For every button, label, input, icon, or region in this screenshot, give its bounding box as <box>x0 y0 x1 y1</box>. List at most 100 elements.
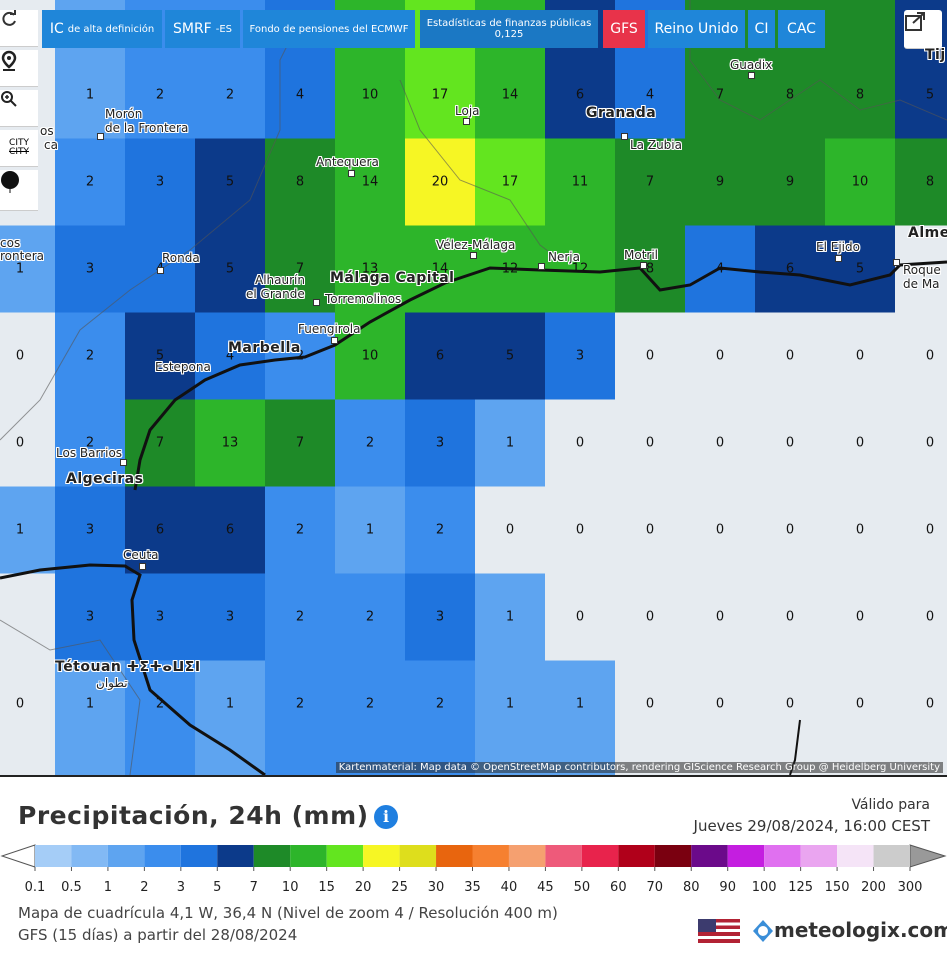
grid-cell <box>125 138 195 226</box>
scale-label: 0.1 <box>25 880 46 895</box>
grid-value: 0 <box>646 697 654 712</box>
share-button[interactable] <box>904 10 942 49</box>
scale-segment <box>399 845 437 867</box>
grid-cell <box>545 660 615 775</box>
grid-value: 8 <box>296 175 304 190</box>
button-label: IC <box>49 21 64 37</box>
toolbar-button[interactable]: Fondo de pensiones del ECMWF <box>243 10 415 48</box>
toolbar-button[interactable]: Estadísticas de finanzas públicas 0,125 <box>420 10 598 48</box>
grid-cell <box>405 660 475 775</box>
grid-cell <box>895 573 947 661</box>
grid-cell <box>55 660 125 775</box>
place-label: de la Frontera <box>105 121 189 135</box>
grid-value: 0 <box>786 523 794 538</box>
grid-value: 10 <box>852 175 869 190</box>
grid-value: 6 <box>786 262 794 277</box>
grid-cell <box>125 660 195 775</box>
grid-cell <box>755 225 825 313</box>
toolbar-button[interactable]: IC de alta definición <box>42 10 162 48</box>
scale-label: 40 <box>501 880 518 895</box>
grid-cell <box>615 660 685 775</box>
grid-value: 2 <box>366 610 374 625</box>
grid-cell <box>615 312 685 400</box>
grid-cell <box>615 399 685 487</box>
grid-cell <box>685 312 755 400</box>
zoom-icon <box>1 91 17 107</box>
grid-cell <box>685 399 755 487</box>
city-toggle[interactable]: CITY CITY <box>0 130 38 167</box>
grid-value: 8 <box>786 88 794 103</box>
grid-cell <box>0 660 55 775</box>
grid-value: 0 <box>926 349 934 364</box>
place-dot <box>640 262 647 269</box>
scale-label: 125 <box>788 880 813 895</box>
grid-value: 0 <box>856 436 864 451</box>
grid-value: 1 <box>506 436 514 451</box>
refresh-button[interactable] <box>0 10 38 47</box>
grid-cell <box>405 399 475 487</box>
dot-icon <box>1 171 19 193</box>
place-label: Ceuta <box>123 548 159 562</box>
location-button[interactable] <box>0 50 38 87</box>
grid-value: 0 <box>856 610 864 625</box>
grid-cell <box>825 138 895 226</box>
toolbar-button[interactable]: CAC <box>778 10 825 48</box>
grid-value: 4 <box>716 262 724 277</box>
grid-value: 0 <box>646 349 654 364</box>
grid-value: 3 <box>86 610 94 625</box>
grid-value: 13 <box>222 436 239 451</box>
grid-cell <box>825 399 895 487</box>
grid-cell <box>0 486 55 574</box>
toolbar-button[interactable]: GFS <box>603 10 645 48</box>
grid-value: 0 <box>856 523 864 538</box>
brand: meteologix.com <box>774 918 947 942</box>
toolbar-button[interactable]: Reino Unido <box>648 10 745 48</box>
grid-value: 1 <box>86 697 94 712</box>
grid-value: 2 <box>366 697 374 712</box>
grid-value: 17 <box>502 175 519 190</box>
grid-value: 5 <box>226 175 234 190</box>
grid-value: 6 <box>436 349 444 364</box>
grid-value: 4 <box>296 88 304 103</box>
grid-cell <box>265 138 335 226</box>
grid-cell <box>825 660 895 775</box>
grid-value: 0 <box>576 523 584 538</box>
toolbar-button[interactable]: SMRF -ES <box>165 10 240 48</box>
grid-cell <box>895 138 947 226</box>
map[interactable]: 1224101714647885235814201711799108134571… <box>0 0 947 777</box>
place-dot <box>97 133 104 140</box>
place-dot <box>470 252 477 259</box>
grid-value: 2 <box>296 697 304 712</box>
zoom-button[interactable] <box>0 90 38 127</box>
city-label-struck: CITY <box>9 147 29 157</box>
toolbar-button[interactable]: CI <box>748 10 775 48</box>
place-dot <box>313 299 320 306</box>
grid-cell <box>265 660 335 775</box>
grid-cell <box>55 225 125 313</box>
marker-button[interactable] <box>0 170 38 211</box>
grid-value: 2 <box>436 697 444 712</box>
place-label: El Ejido <box>816 240 860 254</box>
grid-cell <box>0 573 55 661</box>
scale-segment <box>107 845 145 867</box>
grid-cell <box>545 573 615 661</box>
grid-value: 3 <box>156 175 164 190</box>
grid-cell <box>0 312 55 400</box>
info-button[interactable]: i <box>374 805 398 829</box>
button-label: GFS <box>610 21 638 37</box>
scale-segment <box>873 845 910 867</box>
grid-cell <box>685 138 755 226</box>
scale-segment <box>472 845 509 867</box>
grid-value: 5 <box>226 262 234 277</box>
grid-cell <box>195 225 265 313</box>
scale-segment <box>800 845 838 867</box>
scale-label: 30 <box>428 880 445 895</box>
share-icon <box>905 12 925 31</box>
grid-cell <box>335 399 405 487</box>
scale-segment <box>290 845 327 867</box>
scale-segment <box>326 845 364 867</box>
place-label: Guadix <box>730 58 773 72</box>
scale-label: 70 <box>647 880 664 895</box>
grid-cell <box>195 399 265 487</box>
place-label: Tij <box>925 47 946 63</box>
